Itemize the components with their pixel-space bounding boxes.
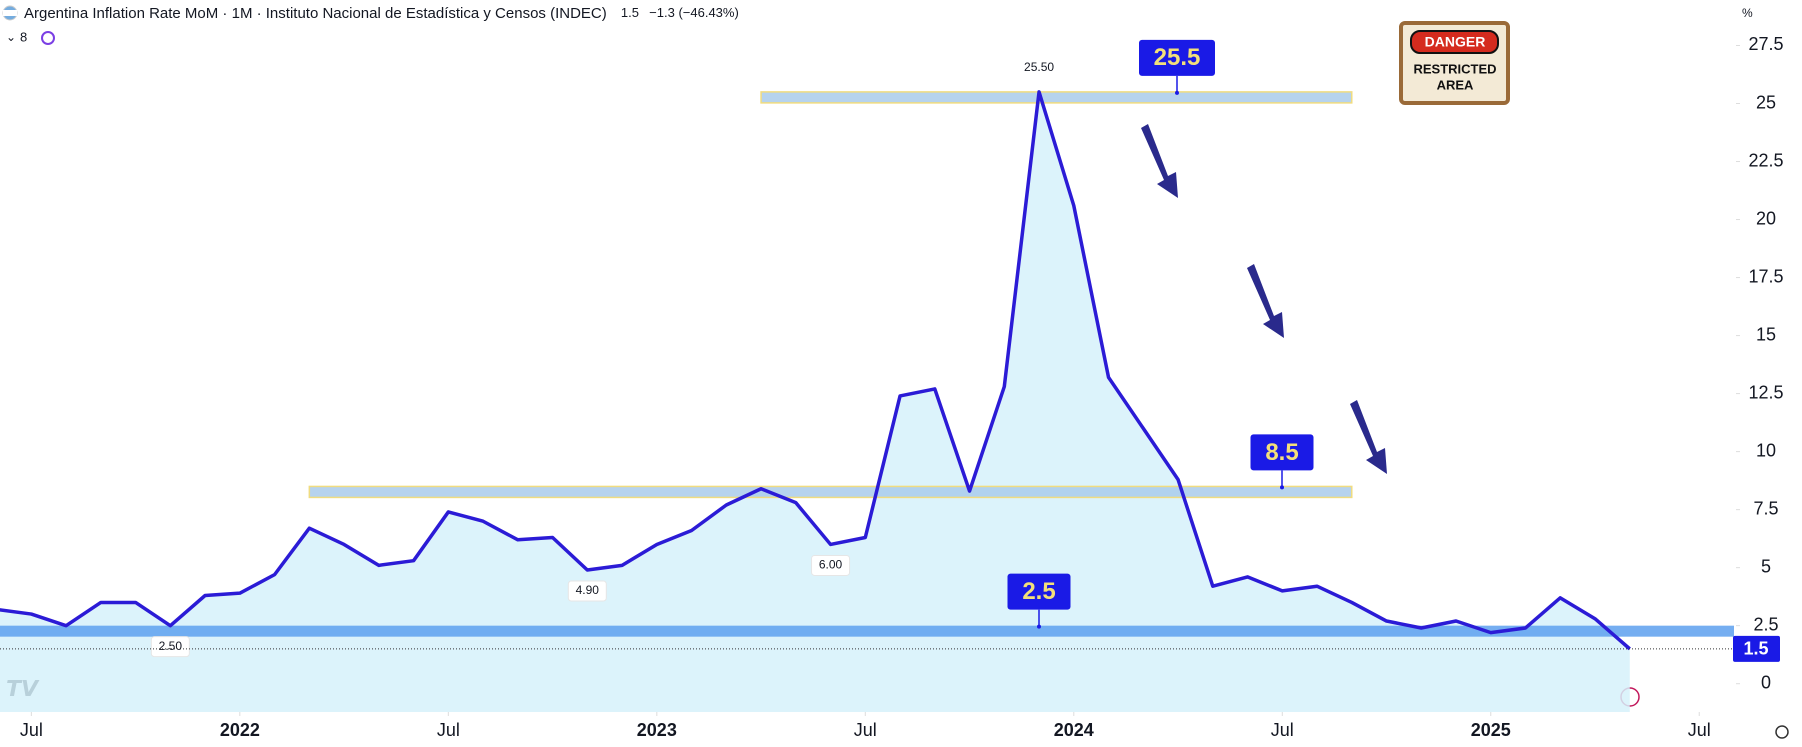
level-dot (1037, 624, 1041, 629)
x-tick-label: Jul (20, 720, 43, 740)
chart-title: Argentina Inflation Rate MoM · 1M · Inst… (24, 5, 607, 22)
change-label: −1.3 (−46.43%) (649, 5, 739, 20)
sign-middle: RESTRICTED (1413, 61, 1496, 76)
y-tick-label: 22.5 (1748, 150, 1783, 170)
sign-top: DANGER (1425, 34, 1486, 50)
level-label-box (1139, 39, 1215, 76)
x-tick-label: 2024 (1054, 720, 1094, 740)
refresh-icon[interactable] (41, 31, 55, 45)
sign-bottom: AREA (1437, 77, 1474, 92)
last-value-tag-label: 1.5 (1743, 639, 1768, 659)
level-band (760, 91, 1353, 104)
y-tick-label: 15 (1756, 324, 1776, 344)
y-tick-label: 5 (1761, 556, 1771, 576)
x-tick-label: 2022 (220, 720, 260, 740)
point-label: 2.50 (159, 639, 183, 653)
x-tick-label: 2023 (637, 720, 677, 740)
y-tick-label: 10 (1756, 440, 1776, 460)
plot-area (0, 90, 1735, 712)
arrow (1141, 124, 1178, 198)
level-label-box (1250, 434, 1314, 471)
line (0, 90, 1631, 651)
y-tick-label: 12.5 (1748, 382, 1783, 402)
point-label: 6.00 (819, 558, 843, 572)
level-label: 25.5 (1154, 44, 1201, 71)
point-label-box (1016, 57, 1062, 78)
point-label-box (811, 554, 851, 576)
x-tick-label: Jul (854, 720, 877, 740)
x-tick-label: Jul (1688, 720, 1711, 740)
y-tick-label: 20 (1756, 208, 1776, 228)
x-tick-label: Jul (1271, 720, 1294, 740)
level-dot (1280, 485, 1284, 490)
header: Argentina Inflation Rate MoM · 1M · Inst… (24, 5, 739, 22)
point-label: 25.50 (1024, 60, 1054, 74)
indicator-count[interactable]: 8 (20, 29, 27, 44)
point-label-box (150, 636, 190, 658)
point-label-box (567, 580, 607, 602)
level-band (308, 485, 1353, 499)
y-tick-label: 0 (1761, 672, 1771, 692)
level-band (0, 625, 1735, 637)
y-tick-label: 7.5 (1753, 498, 1778, 518)
arrow (1247, 264, 1284, 338)
x-tick-label: 2025 (1471, 720, 1511, 740)
collapse-icon[interactable]: ⌄ (6, 30, 16, 44)
y-tick-label: 17.5 (1748, 266, 1783, 286)
x-tick-label: Jul (437, 720, 460, 740)
arrows (1141, 124, 1387, 474)
danger-sign: DANGER RESTRICTED AREA (1399, 21, 1510, 105)
level-label-box (1007, 573, 1071, 610)
settings-icon[interactable] (1775, 725, 1789, 739)
last-value: 1.5 (621, 5, 639, 20)
flag-stripe (3, 10, 17, 16)
level-label: 2.5 (1022, 578, 1055, 605)
level-dot (1175, 90, 1179, 95)
point-label: 4.90 (576, 583, 600, 597)
y-unit: % (1742, 6, 1753, 20)
level-label: 8.5 (1265, 439, 1298, 466)
last-value-tag (1733, 635, 1780, 662)
y-tick-label: 25 (1756, 92, 1776, 112)
arrow (1350, 400, 1387, 474)
y-tick-label: 27.5 (1748, 34, 1783, 54)
y-tick-label: 2.5 (1753, 614, 1778, 634)
sign-pill (1410, 30, 1499, 54)
